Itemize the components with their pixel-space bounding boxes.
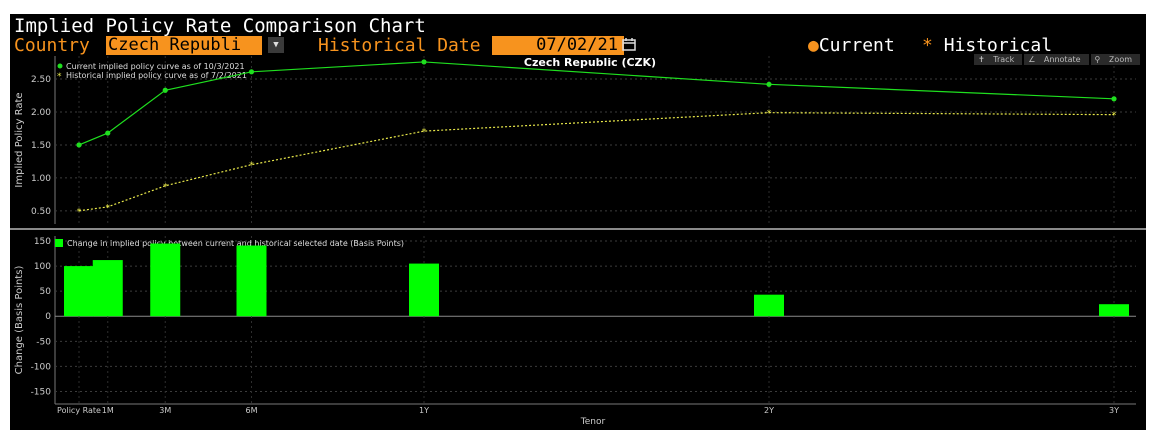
legend-marker-current xyxy=(57,63,63,69)
track-button[interactable]: ✝ Track xyxy=(974,54,1023,65)
chevron-down-icon[interactable]: ▼ xyxy=(268,37,284,53)
legend-historical: * Historical xyxy=(922,35,1053,56)
country-select[interactable]: Czech Republi xyxy=(106,36,262,55)
bar xyxy=(754,294,784,317)
x-axis-title: Tenor xyxy=(580,417,606,427)
legend-current: ●Current xyxy=(808,35,895,56)
bar xyxy=(64,266,94,317)
legend-marker-change xyxy=(55,239,63,247)
data-point-current xyxy=(248,69,255,75)
x-tick-label: 6M xyxy=(246,406,258,415)
data-point-historical: * xyxy=(767,109,772,119)
calendar-icon[interactable] xyxy=(622,37,636,51)
y-tick-label-top: 2.00 xyxy=(31,108,51,118)
bar xyxy=(409,263,439,317)
data-point-historical: * xyxy=(106,203,111,213)
x-tick-label: 1Y xyxy=(419,406,429,415)
country-label: Country xyxy=(14,35,90,56)
y-axis-title-bottom: Change (Basis Points) xyxy=(14,266,25,375)
data-point-historical: * xyxy=(1112,111,1117,121)
y-tick-label-bottom: 150 xyxy=(34,237,51,247)
legend-label-historical: Historical implied policy curve as of 7/… xyxy=(66,71,247,80)
data-point-current xyxy=(1111,96,1117,102)
control-row: Country Czech Republi ▼ Historical Date … xyxy=(14,35,1144,57)
y-tick-label-bottom: 0 xyxy=(45,312,51,322)
historical-date-label: Historical Date xyxy=(318,35,481,56)
x-tick-label: 2Y xyxy=(764,406,774,415)
bar xyxy=(150,243,181,317)
page-title: Implied Policy Rate Comparison Chart xyxy=(14,15,426,37)
x-tick-label: 3Y xyxy=(1109,406,1119,415)
y-tick-label-top: 1.00 xyxy=(31,174,51,184)
data-point-historical: * xyxy=(249,161,254,171)
chart-toolbar: ✝ Track ∠ Annotate ⚲ Zoom xyxy=(972,54,1140,65)
data-point-current xyxy=(766,81,772,87)
bar xyxy=(92,260,123,317)
data-point-current xyxy=(162,87,168,93)
x-tick-label: Policy Rate xyxy=(57,406,101,415)
y-axis-title-top: Implied Policy Rate xyxy=(14,92,25,187)
data-point-current xyxy=(76,142,82,148)
x-tick-label: 3M xyxy=(159,406,171,415)
historical-date-input[interactable]: 07/02/21 xyxy=(492,36,624,55)
legend-marker-historical: * xyxy=(57,72,62,82)
y-tick-label-bottom: -50 xyxy=(36,337,51,347)
legend-label-change: Change in implied policy between current… xyxy=(67,239,404,248)
data-point-current xyxy=(421,59,427,65)
data-point-historical: * xyxy=(422,128,427,138)
chart-title: Czech Republic (CZK) xyxy=(524,56,656,69)
y-tick-label-top: 1.50 xyxy=(31,141,51,151)
bar xyxy=(236,245,267,317)
data-point-current xyxy=(105,130,111,136)
series-line-historical xyxy=(78,112,1115,212)
zoom-button[interactable]: ⚲ Zoom xyxy=(1090,54,1140,65)
x-tick-label: 1M xyxy=(102,406,114,415)
chart-area: 0.50 1.00 1.50 2.00 2.50 Czech Republic (CZK)… xyxy=(10,56,1146,427)
y-tick-label-bottom: 100 xyxy=(34,262,51,272)
legend-label-current: Current implied policy curve as of 10/3/… xyxy=(66,62,245,71)
y-tick-label-bottom: -100 xyxy=(31,362,52,372)
y-tick-label-bottom: -150 xyxy=(31,387,52,397)
chart-window: Implied Policy Rate Comparison Chart Cou… xyxy=(10,14,1146,430)
annotate-button[interactable]: ∠ Annotate xyxy=(1024,54,1089,65)
data-point-historical: * xyxy=(77,207,82,217)
y-tick-label-top: 0.50 xyxy=(31,207,51,217)
y-tick-label-bottom: 50 xyxy=(40,287,52,297)
bar xyxy=(1099,304,1129,317)
y-tick-label-top: 2.50 xyxy=(31,75,51,85)
data-point-historical: * xyxy=(163,182,168,192)
